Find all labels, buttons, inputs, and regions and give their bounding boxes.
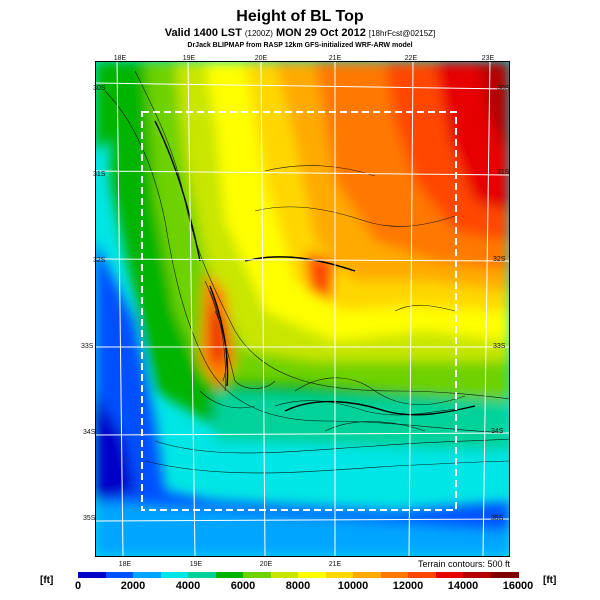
valid-time: Valid 1400 LST bbox=[164, 27, 242, 39]
tick-right-35s: 35S bbox=[491, 515, 504, 522]
color-scale-segment bbox=[298, 572, 326, 578]
map-panel: 18E 19E 20E 21E 22E 23E 18E 19E 20E 21E … bbox=[81, 55, 510, 568]
color-scale-segment bbox=[408, 572, 436, 578]
color-scale-segment bbox=[325, 572, 354, 578]
terrain-contours-bold bbox=[154, 120, 476, 416]
color-scale-label: 2000 bbox=[120, 580, 146, 592]
tick-top-22e: 22E bbox=[404, 55, 418, 62]
tick-left-35s: 35S bbox=[83, 515, 96, 522]
map-border bbox=[95, 61, 510, 557]
color-scale-segment bbox=[78, 572, 106, 578]
map-title: Height of BL Top bbox=[236, 8, 364, 25]
color-scale-label: 10000 bbox=[337, 580, 369, 592]
color-scale-label: 8000 bbox=[285, 580, 311, 592]
graticule bbox=[95, 61, 510, 557]
color-scale-segment bbox=[215, 572, 244, 578]
color-scale-label: 6000 bbox=[230, 580, 256, 592]
color-scale-segment bbox=[353, 572, 381, 578]
legend-unit-right: [ft] bbox=[543, 575, 557, 586]
legend-unit-left: [ft] bbox=[40, 575, 54, 586]
tick-right-31s: 31S bbox=[497, 169, 510, 176]
color-scale-segment bbox=[270, 572, 299, 578]
tick-bottom-20e: 20E bbox=[259, 561, 273, 568]
tick-left-34s: 34S bbox=[83, 429, 96, 436]
color-scale-segment bbox=[160, 572, 189, 578]
tick-top-20e: 20E bbox=[254, 55, 268, 62]
tick-top-18e: 18E bbox=[113, 55, 127, 62]
field-shading bbox=[95, 61, 510, 557]
tick-bottom-18e: 18E bbox=[118, 561, 132, 568]
tick-left-33s: 33S bbox=[81, 343, 94, 350]
valid-date: MON 29 Oct 2012 bbox=[275, 27, 366, 39]
color-scale-label: 16000 bbox=[502, 580, 534, 592]
tick-top-19e: 19E bbox=[182, 55, 196, 62]
terrain-contour-note: Terrain contours: 500 ft bbox=[417, 559, 510, 569]
color-scale-segment bbox=[380, 572, 409, 578]
color-scale-label: 0 bbox=[74, 580, 82, 592]
color-scale-segment bbox=[463, 572, 491, 578]
tick-right-32s: 32S bbox=[493, 256, 506, 263]
color-scale-label: 12000 bbox=[392, 580, 424, 592]
forecast-note: [18hrFcst@0215Z] bbox=[368, 29, 436, 38]
tick-left-31s: 31S bbox=[93, 171, 106, 178]
color-scale-segment bbox=[133, 572, 161, 578]
tick-left-32s: 32S bbox=[93, 257, 106, 264]
map-subtitle: Valid 1400 LST (1200Z) MON 29 Oct 2012 [… bbox=[0, 27, 600, 39]
tick-top-23e: 23E bbox=[481, 55, 495, 62]
tick-bottom-19e: 19E bbox=[189, 561, 203, 568]
tick-bottom-21e: 21E bbox=[328, 561, 342, 568]
color-scale-label: 14000 bbox=[447, 580, 479, 592]
tick-left-30s: 30S bbox=[93, 85, 106, 92]
color-scale-segment bbox=[105, 572, 134, 578]
inner-domain-box bbox=[141, 111, 457, 511]
color-scale-bar bbox=[78, 572, 519, 578]
tick-right-33s: 33S bbox=[493, 343, 506, 350]
color-scale-segment bbox=[243, 572, 271, 578]
color-scale-segment bbox=[490, 572, 519, 578]
color-scale-segment bbox=[435, 572, 464, 578]
color-scale-label: 4000 bbox=[175, 580, 201, 592]
valid-zone: (1200Z) bbox=[244, 29, 273, 38]
tick-right-30s: 30S bbox=[497, 85, 510, 92]
tick-top-21e: 21E bbox=[328, 55, 342, 62]
model-credit: DrJack BLIPMAP from RASP 12km GFS-initia… bbox=[187, 42, 413, 49]
tick-right-34s: 34S bbox=[491, 428, 504, 435]
map-field bbox=[95, 61, 510, 557]
color-scale-segment bbox=[188, 572, 216, 578]
